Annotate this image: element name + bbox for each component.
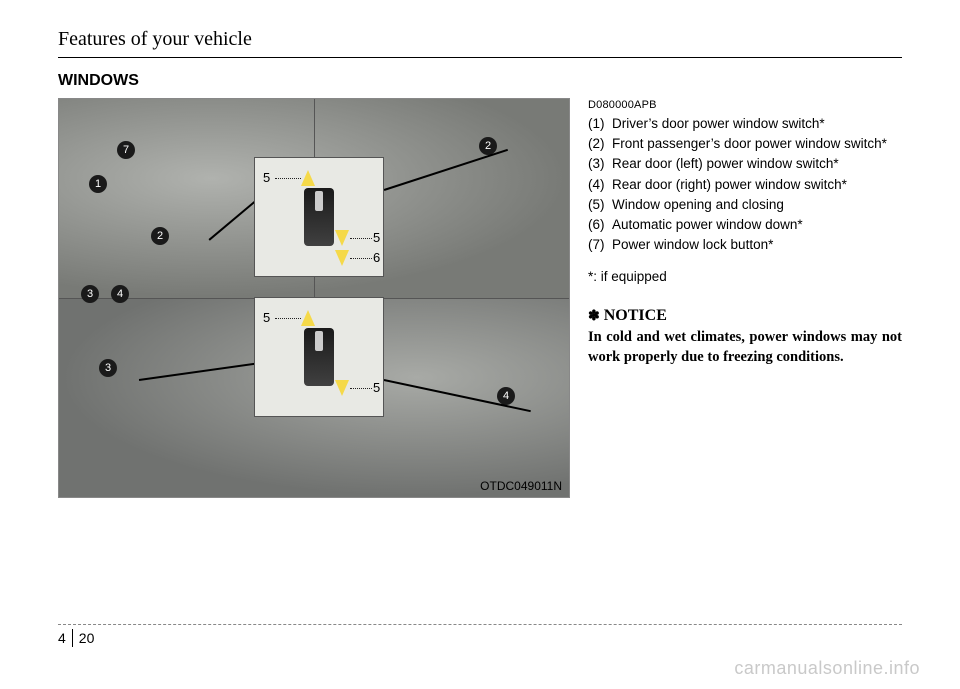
rocker-switch-icon (304, 328, 334, 386)
watermark: carmanualsonline.info (734, 658, 920, 679)
notice-heading-text: NOTICE (604, 307, 667, 324)
callout-circle-3a: 3 (81, 285, 99, 303)
body-text-column: D080000APB (1) Driver’s door power windo… (588, 98, 902, 498)
content-row: 1 7 2 2 3 4 3 4 5 5 (58, 98, 902, 498)
item-text: Front passenger’s door power window swit… (612, 135, 902, 153)
list-item: (1) Driver’s door power window switch* (588, 115, 902, 133)
list-item: (2) Front passenger’s door power window … (588, 135, 902, 153)
list-item: (6) Automatic power window down* (588, 216, 902, 234)
page-number-separator (72, 629, 73, 647)
callout-circle-4a: 4 (111, 285, 129, 303)
item-num: (4) (588, 176, 612, 194)
page-number: 4 20 (58, 629, 902, 647)
item-text: Power window lock button* (612, 236, 902, 254)
notice-bullet-icon: ✽ (588, 309, 600, 324)
list-item: (5) Window opening and closing (588, 196, 902, 214)
callout-circle-4b: 4 (497, 387, 515, 405)
dotted-leader (275, 318, 301, 319)
dotted-leader (350, 388, 372, 389)
list-item: (3) Rear door (left) power window switch… (588, 155, 902, 173)
item-num: (5) (588, 196, 612, 214)
item-text: Rear door (left) power window switch* (612, 155, 902, 173)
page-header: Features of your vehicle (58, 28, 902, 58)
page-number-value: 20 (79, 630, 95, 646)
inset-label-6: 6 (373, 250, 380, 265)
inset-label-5a: 5 (263, 170, 270, 185)
header-title: Features of your vehicle (58, 28, 902, 51)
switch-inset-bottom: 5 5 (254, 297, 384, 417)
inset-label-5b: 5 (373, 230, 380, 245)
item-text: Driver’s door power window switch* (612, 115, 902, 133)
item-text: Rear door (right) power window switch* (612, 176, 902, 194)
arrow-down-icon (335, 250, 349, 266)
arrow-up-icon (301, 170, 315, 186)
item-num: (1) (588, 115, 612, 133)
doc-code: D080000APB (588, 98, 902, 113)
page-footer: 4 20 (58, 624, 902, 647)
dotted-leader (350, 238, 372, 239)
inset-label-5d: 5 (373, 380, 380, 395)
callout-circle-2a: 2 (151, 227, 169, 245)
item-num: (6) (588, 216, 612, 234)
figure-code: OTDC049011N (477, 478, 565, 494)
callout-circle-3b: 3 (99, 359, 117, 377)
item-text: Window opening and closing (612, 196, 902, 214)
section-title: WINDOWS (58, 72, 902, 90)
notice-heading: ✽ NOTICE (588, 305, 902, 327)
list-item: (7) Power window lock button* (588, 236, 902, 254)
arrow-down-icon (335, 380, 349, 396)
item-text: Automatic power window down* (612, 216, 902, 234)
item-num: (7) (588, 236, 612, 254)
dotted-leader (275, 178, 301, 179)
notice-body: In cold and wet climates, power windows … (588, 328, 902, 367)
switch-inset-top: 5 5 6 (254, 157, 384, 277)
arrow-up-icon (301, 310, 315, 326)
callout-circle-1: 1 (89, 175, 107, 193)
callout-circle-7: 7 (117, 141, 135, 159)
arrow-down-icon (335, 230, 349, 246)
chapter-number: 4 (58, 630, 66, 646)
item-num: (3) (588, 155, 612, 173)
item-num: (2) (588, 135, 612, 153)
dotted-leader (350, 258, 372, 259)
inset-label-5c: 5 (263, 310, 270, 325)
footnote: *: if equipped (588, 268, 902, 286)
windows-figure: 1 7 2 2 3 4 3 4 5 5 (58, 98, 570, 498)
rocker-switch-icon (304, 188, 334, 246)
list-item: (4) Rear door (right) power window switc… (588, 176, 902, 194)
